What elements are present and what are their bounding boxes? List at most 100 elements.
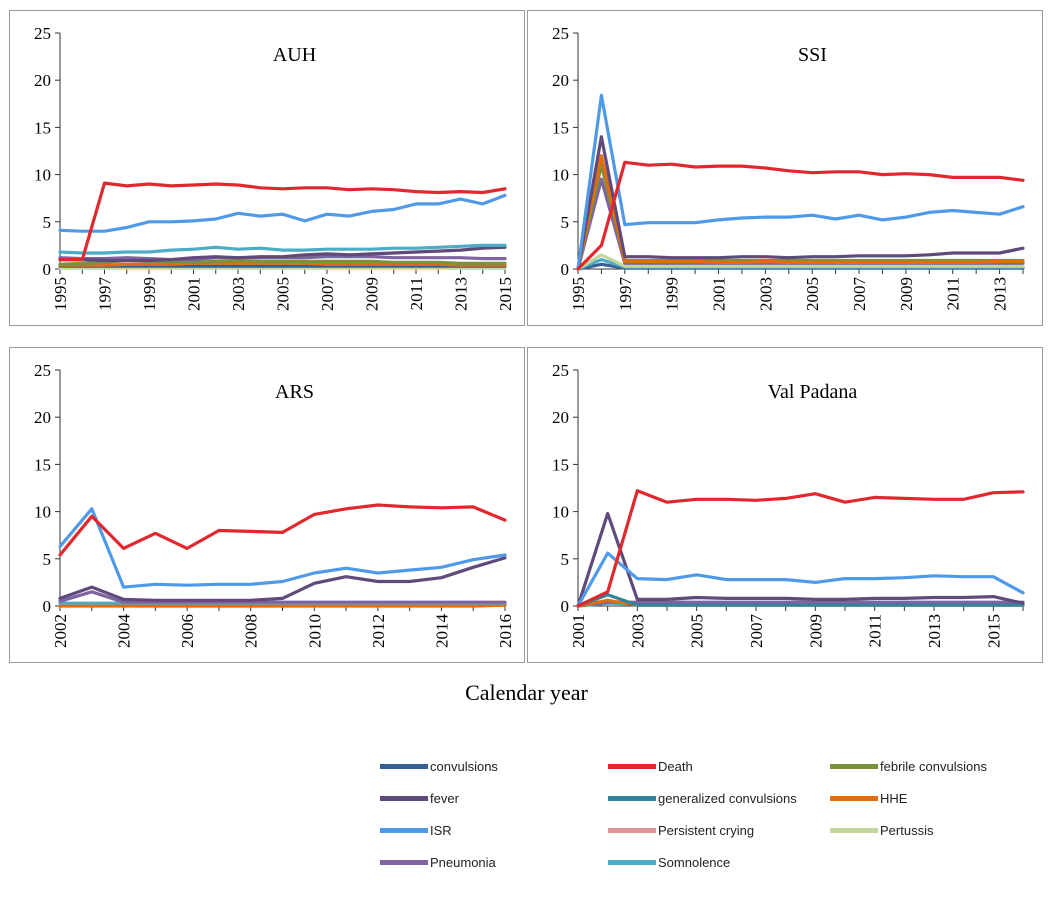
x-tick-label: 2012 [369, 614, 388, 648]
x-tick-label: 2009 [363, 277, 382, 311]
x-tick-label: 2007 [747, 614, 766, 649]
y-tick-label: 10 [552, 503, 569, 522]
y-tick-label: 10 [34, 166, 51, 185]
y-tick-label: 0 [561, 597, 570, 616]
legend-swatch [830, 827, 878, 833]
y-tick-label: 5 [43, 213, 52, 232]
series-line-death [58, 503, 507, 557]
x-tick-label: 2003 [628, 614, 647, 648]
legend-item-pertussis: Pertussis [830, 816, 933, 844]
legend-swatch [380, 859, 428, 865]
y-tick-label: 0 [561, 260, 570, 279]
x-tick-label: 2016 [496, 614, 515, 648]
legend-swatch [830, 763, 878, 769]
x-tick-label: 2005 [688, 614, 707, 648]
legend-item-fever: fever [380, 784, 459, 812]
chart-auh: 0 5 10 15 20 25 1995 1997 1999 2001 2003 2005 2007 20… [34, 24, 515, 312]
y-tick-label: 5 [561, 213, 570, 232]
series-line-pertussis [576, 253, 1025, 271]
series-line-fever [576, 511, 1025, 608]
y-tick-label: 0 [43, 260, 52, 279]
series-line-death [576, 489, 1025, 608]
y-tick-label: 25 [552, 24, 569, 43]
x-tick-label: 1995 [51, 277, 70, 311]
x-tick-label: 2013 [925, 614, 944, 648]
legend-item-generalized-convulsions: generalized convulsions [608, 784, 797, 812]
series-line-hhe [58, 261, 507, 267]
legend-swatch [380, 763, 428, 769]
legend-swatch [608, 859, 656, 865]
x-tick-label: 1997 [96, 277, 115, 312]
legend-item-persistent-crying: Persistent crying [608, 816, 754, 844]
legend-swatch [608, 795, 656, 801]
x-axis-label: Calendar year [465, 680, 588, 705]
series-line-isr [58, 193, 507, 233]
x-tick-label: 2005 [803, 277, 822, 311]
legend-label: febrile convulsions [880, 758, 987, 774]
legend-label: Somnolence [658, 854, 731, 870]
chart-title: Val Padana [768, 381, 858, 403]
y-tick-label: 15 [552, 118, 569, 137]
legend-item-somnolence: Somnolence [608, 848, 730, 876]
legend-swatch [830, 795, 878, 801]
series-line-generalized-convulsions [576, 593, 1025, 608]
x-tick-label: 1999 [663, 277, 682, 311]
y-tick-label: 5 [43, 550, 52, 569]
x-tick-label: 2004 [115, 614, 134, 649]
x-tick-label: 1995 [569, 277, 588, 311]
x-tick-label: 2001 [710, 277, 729, 311]
legend-label: HHE [880, 790, 908, 806]
x-tick-label: 2001 [185, 277, 204, 311]
legend-label: Persistent crying [658, 822, 755, 838]
x-tick-label: 2003 [229, 277, 248, 311]
y-tick-label: 15 [552, 455, 569, 474]
legend-swatch [608, 827, 656, 833]
y-tick-label: 15 [34, 118, 51, 137]
y-tick-label: 5 [561, 550, 570, 569]
series-line-fever [58, 556, 507, 602]
legend-item-pneumonia: Pneumonia [380, 848, 496, 876]
x-tick-label: 2001 [569, 614, 588, 648]
series-line-isr [58, 507, 507, 589]
chart-panel-auh: 0 5 10 15 20 25 1995 1997 1999 2001 2003 2005 2007 20… [9, 10, 525, 326]
x-tick-label: 2015 [496, 277, 515, 311]
legend-label: ISR [430, 822, 452, 838]
series-line-somnolence [58, 243, 507, 255]
legend-label: convulsions [430, 758, 498, 774]
y-tick-label: 20 [552, 71, 569, 90]
x-tick-label: 2013 [991, 277, 1010, 311]
legend-item-death: Death [608, 752, 693, 780]
x-tick-label: 2005 [274, 277, 293, 311]
y-tick-label: 25 [34, 24, 51, 43]
series-line-pneumonia [58, 590, 507, 604]
y-tick-label: 25 [552, 361, 569, 380]
chart-title: SSI [798, 44, 827, 66]
chart-title: ARS [275, 381, 314, 403]
series-line-fever [576, 135, 1025, 271]
legend-item-convulsions: convulsions [380, 752, 498, 780]
legend-label: Pertussis [880, 822, 934, 838]
x-tick-label: 2015 [984, 614, 1003, 648]
x-tick-label: 2008 [242, 614, 261, 648]
x-tick-label: 1999 [140, 277, 159, 311]
series-line-death [58, 181, 507, 262]
chart-panel-val-padana: 0 5 10 15 20 25 2001 2003 2005 2007 2009 2011 2013 20… [527, 347, 1043, 663]
y-tick-label: 10 [34, 503, 51, 522]
y-tick-label: 15 [34, 455, 51, 474]
x-tick-label: 2010 [305, 614, 324, 648]
series-line-fever [58, 245, 507, 263]
x-tick-label: 2006 [178, 614, 197, 648]
y-tick-label: 20 [34, 71, 51, 90]
y-tick-label: 25 [34, 361, 51, 380]
series-line-death [576, 160, 1025, 271]
series-line-isr [576, 93, 1025, 271]
x-tick-label: 2011 [944, 277, 963, 310]
legend: convulsions Death febrile convulsions fever… [380, 752, 1040, 892]
x-tick-label: 2009 [897, 277, 916, 311]
x-tick-label: 2011 [407, 277, 426, 310]
y-tick-label: 20 [34, 408, 51, 427]
y-tick-label: 20 [552, 408, 569, 427]
y-tick-label: 0 [43, 597, 52, 616]
legend-label: Death [658, 758, 693, 774]
x-tick-label: 2007 [850, 277, 869, 312]
